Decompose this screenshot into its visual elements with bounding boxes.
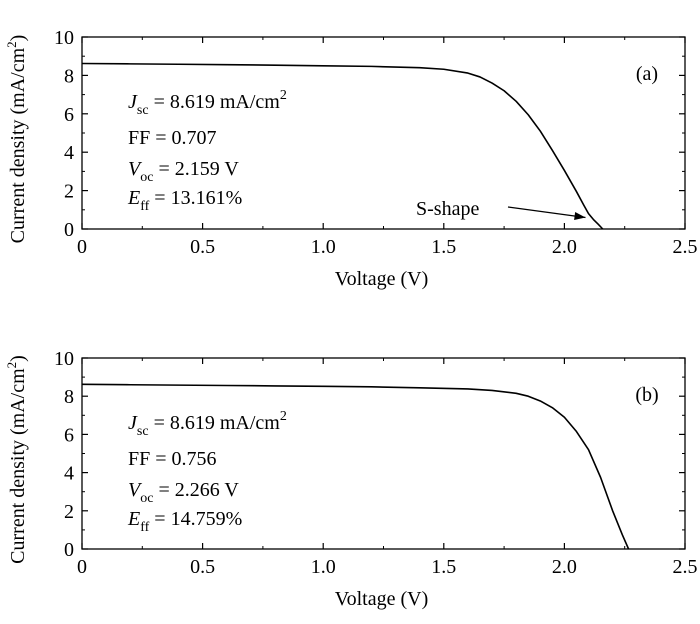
voc-annotation: Voc = 2.266 V (128, 479, 239, 506)
x-tick-label: 1.0 (311, 236, 336, 258)
y-tick-label: 10 (54, 348, 74, 370)
y-tick-label: 2 (64, 501, 74, 523)
s-shape-arrow-head (574, 212, 586, 220)
panel-label: (a) (636, 63, 658, 85)
ff-annotation: FF = 0.707 (128, 127, 217, 149)
x-axis-title: Voltage (V) (335, 268, 429, 290)
chart-panel-b: 0 0.5 1.0 1.5 2.0 2.5 0 2 4 6 8 10 Voltage (V) Curren… (4, 348, 698, 610)
x-tick-label: 0.5 (190, 236, 215, 258)
eff-annotation: Eff = 13.161% (127, 187, 242, 214)
x-tick-label: 1.0 (311, 556, 336, 578)
y-axis-title: Current density (mA/cm2) (4, 355, 29, 564)
y-tick-label: 6 (64, 424, 74, 446)
jsc-annotation: Jsc = 8.619 mA/cm2 (128, 409, 287, 439)
x-tick-label: 2.5 (673, 236, 698, 258)
chart-panel-a: 0 0.5 1.0 1.5 2.0 2.5 0 2 4 6 8 10 Voltage (V) Curren… (4, 27, 698, 290)
x-tick-label: 0 (77, 556, 87, 578)
y-tick-label: 10 (54, 27, 74, 49)
ff-annotation: FF = 0.756 (128, 448, 217, 470)
x-tick-label: 2.0 (552, 556, 577, 578)
panel-label: (b) (635, 384, 658, 406)
y-tick-label: 8 (64, 65, 74, 87)
x-tick-label: 0 (77, 236, 87, 258)
jsc-annotation: Jsc = 8.619 mA/cm2 (128, 88, 287, 118)
y-tick-label: 4 (64, 463, 74, 485)
jv-curve (81, 62, 604, 230)
s-shape-arrow-line (507, 206, 586, 219)
s-shape-label: S-shape (416, 198, 479, 220)
x-tick-label: 1.5 (431, 556, 456, 578)
x-axis-title: Voltage (V) (335, 588, 429, 610)
voc-annotation: Voc = 2.159 V (128, 158, 239, 185)
x-tick-label: 1.5 (431, 236, 456, 258)
x-tick-label: 2.0 (552, 236, 577, 258)
x-tick-label: 2.5 (673, 556, 698, 578)
y-tick-label: 0 (64, 539, 74, 561)
y-tick-label: 6 (64, 104, 74, 126)
y-tick-label: 8 (64, 386, 74, 408)
jv-curve (81, 383, 630, 550)
y-axis-title: Current density (mA/cm2) (4, 35, 29, 244)
x-tick-label: 0.5 (190, 556, 215, 578)
y-tick-label: 0 (64, 219, 74, 241)
y-tick-label: 2 (64, 181, 74, 203)
eff-annotation: Eff = 14.759% (127, 508, 242, 535)
y-tick-label: 4 (64, 142, 74, 164)
